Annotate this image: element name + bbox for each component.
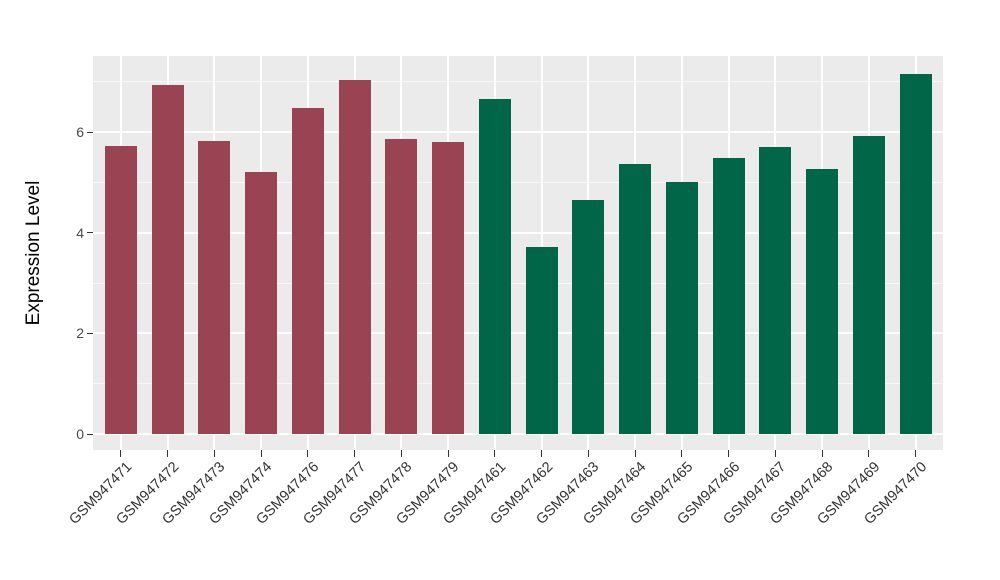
x-axis-tick [774,450,776,457]
h-gridline-minor [93,383,943,385]
x-axis-tick [868,450,870,457]
x-axis-tick [915,450,917,457]
x-axis-tick [587,450,589,457]
bar [525,246,558,434]
bar [572,199,605,434]
bar [759,147,792,434]
x-axis-tick [260,450,262,457]
bar [385,138,418,434]
bar [712,158,745,434]
x-axis-tick [307,450,309,457]
y-axis-tick [87,433,93,435]
bar [619,164,652,434]
h-gridline-minor [93,181,943,183]
y-axis-title: Expression Level [23,180,44,326]
x-axis-tick [213,450,215,457]
bar [478,98,511,434]
y-tick-label: 6 [76,124,84,141]
bar [291,107,324,434]
bar [151,84,184,434]
bar [198,141,231,434]
bar [806,168,839,434]
bar [852,136,885,434]
x-axis-tick [167,450,169,457]
h-gridline-major [93,131,943,134]
h-gridline-minor [93,282,943,284]
x-axis-tick [541,450,543,457]
x-axis-tick [494,450,496,457]
x-axis-tick [400,450,402,457]
y-axis-tick [87,131,93,133]
h-gridline-major [93,433,943,435]
plot-panel [93,56,943,450]
y-axis-tick [87,332,93,334]
y-axis-tick [87,232,93,234]
x-axis-tick [821,450,823,457]
bar [338,79,371,434]
h-gridline-minor [93,81,943,83]
bar [245,172,278,434]
x-axis-tick [681,450,683,457]
y-tick-label: 2 [76,325,84,342]
x-axis-tick [728,450,730,457]
x-axis-tick [634,450,636,457]
y-tick-label: 0 [76,426,84,442]
x-axis-tick [120,450,122,457]
bar [432,141,465,434]
bar [104,146,137,434]
y-tick-label: 4 [76,224,84,241]
h-gridline-major [93,231,943,234]
h-gridline-major [93,332,943,335]
bar [665,181,698,434]
bar [899,74,932,434]
x-axis-tick [447,450,449,457]
x-axis-tick [354,450,356,457]
